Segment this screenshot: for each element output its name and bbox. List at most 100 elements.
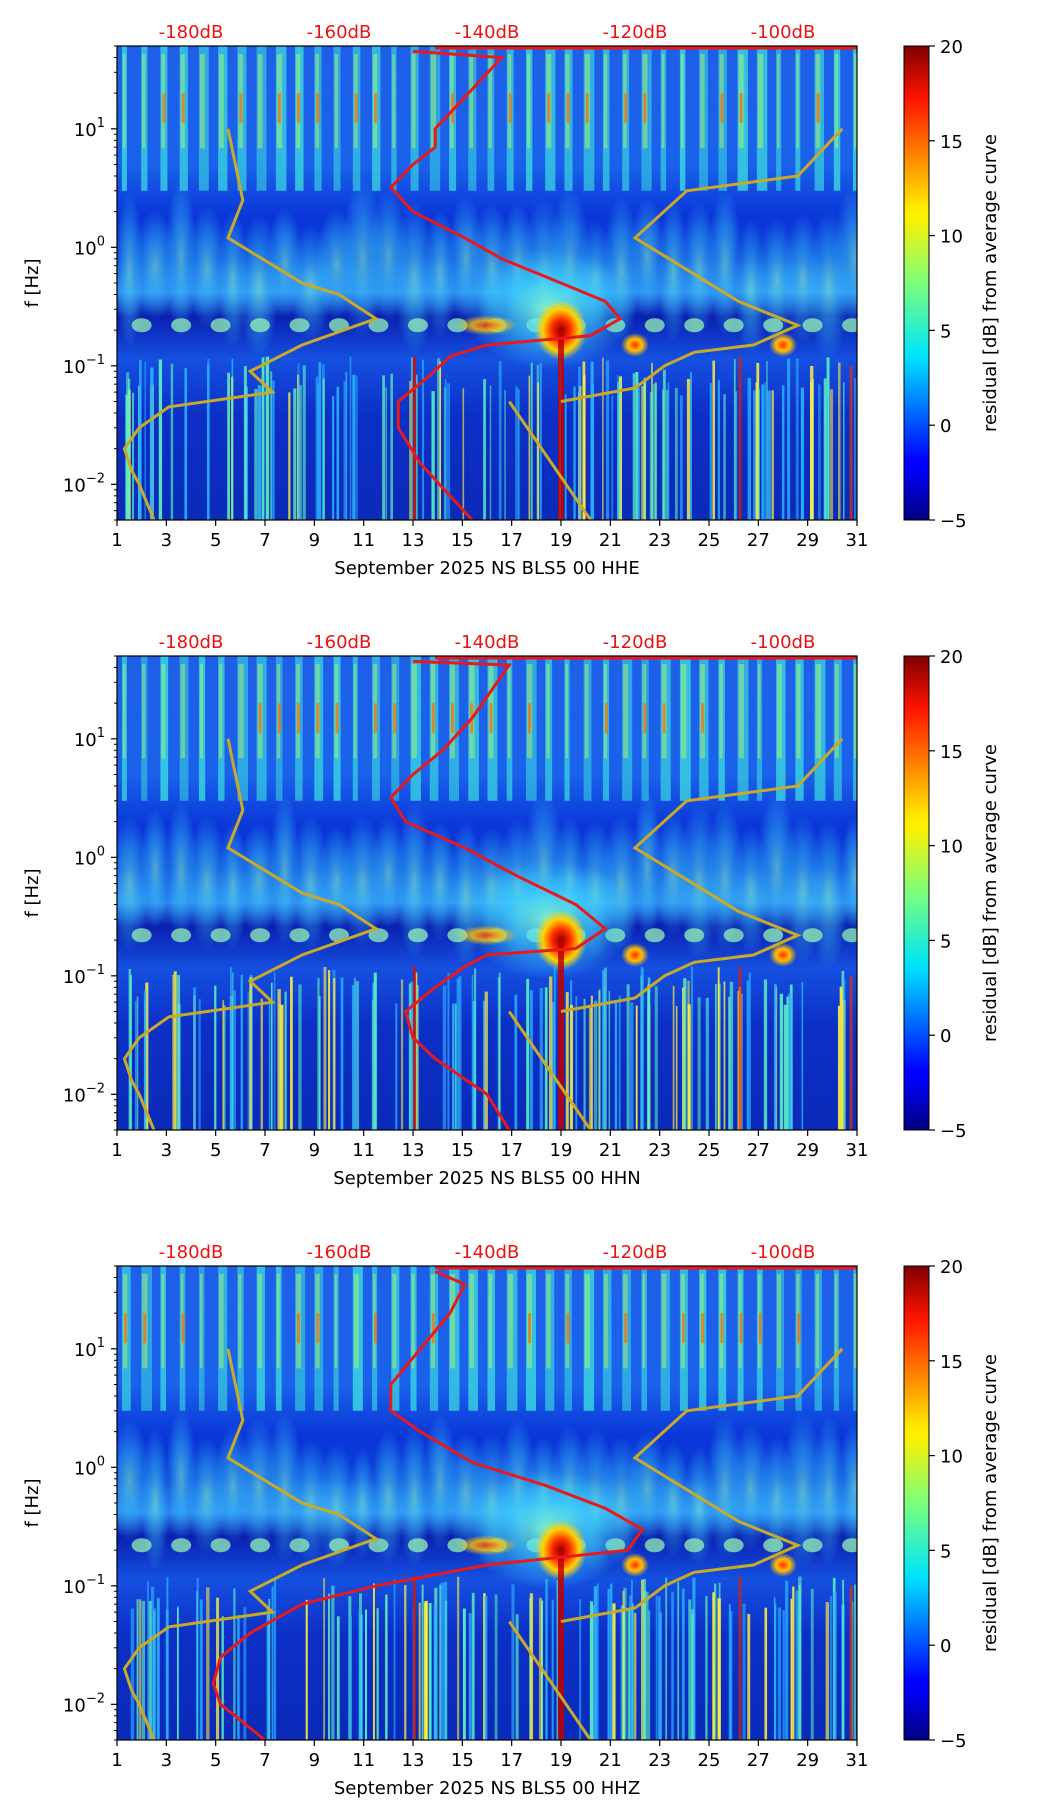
x-tick-label: 21 (599, 530, 622, 551)
x-tick-label: 21 (599, 1750, 622, 1771)
colorbar-tick-label: 10 (940, 1447, 963, 1468)
y-tick-label: 100 (74, 1454, 105, 1479)
x-tick-label: 25 (698, 1750, 721, 1771)
x-tick-label: 1 (111, 1140, 122, 1161)
panel-2: 1 3 5 7 9 11 13 15 17 19 21 23 25 27 29 3110110010−110−… (22, 632, 1001, 1189)
db-scale-label: -160dB (307, 1242, 372, 1263)
y-tick-label: 101 (74, 116, 105, 141)
x-tick-label: 19 (550, 1750, 573, 1771)
x-tick-label: 3 (161, 1750, 172, 1771)
colorbar-label: residual [dB] from average curve (980, 134, 1001, 432)
x-tick-label: 7 (259, 1750, 270, 1771)
y-tick-label: 10−1 (63, 353, 105, 378)
x-tick-label: 13 (402, 1750, 425, 1771)
x-tick-label: 15 (451, 530, 474, 551)
y-tick-label: 100 (74, 234, 105, 259)
low-noise-model-line (122, 128, 380, 520)
colorbar-label: residual [dB] from average curve (980, 744, 1001, 1042)
db-scale-label: -180dB (159, 1242, 224, 1263)
noise-model-diagonal (507, 400, 592, 520)
colorbar-tick-label: 20 (940, 647, 963, 668)
x-tick-label: 31 (846, 1750, 869, 1771)
db-scale-label: -120dB (603, 22, 668, 43)
noise-model-diagonal (507, 1010, 592, 1130)
x-tick-label: 3 (161, 1140, 172, 1161)
y-tick-label: 10−2 (63, 1691, 105, 1716)
high-noise-model-line (560, 1347, 844, 1623)
x-tick-label: 5 (210, 1750, 221, 1771)
x-tick-label: 11 (352, 530, 375, 551)
colorbar-tick-label: −5 (940, 511, 967, 532)
colorbar-tick-label: 0 (940, 1636, 951, 1657)
colorbar-tick-label: 20 (940, 1257, 963, 1278)
x-tick-label: 11 (352, 1750, 375, 1771)
average-psd-line (211, 1270, 645, 1740)
x-tick-label: 27 (747, 530, 770, 551)
x-tick-label: 11 (352, 1140, 375, 1161)
x-tick-label: 29 (796, 1750, 819, 1771)
y-tick-label: 10−1 (63, 963, 105, 988)
x-tick-label: 31 (846, 530, 869, 551)
y-tick-label: 101 (74, 726, 105, 751)
db-scale-label: -160dB (307, 22, 372, 43)
colorbar-label: residual [dB] from average curve (980, 1354, 1001, 1652)
db-scale-label: -100dB (751, 1242, 816, 1263)
x-tick-label: 1 (111, 1750, 122, 1771)
panel-1: 1 3 5 7 9 11 13 15 17 19 21 23 25 27 29 3110110010−110−… (22, 22, 1001, 579)
x-tick-label: 23 (648, 1750, 671, 1771)
x-tick-label: 13 (402, 530, 425, 551)
high-noise-model-line (560, 127, 844, 403)
average-psd-line (388, 659, 608, 1130)
x-tick-label: 29 (796, 1140, 819, 1161)
panel-3: 1 3 5 7 9 11 13 15 17 19 21 23 25 27 29 3110110010−110−… (22, 1242, 1001, 1799)
x-tick-label: 17 (500, 1140, 523, 1161)
colorbar: 20 15 10 5 0 −5 residual [dB] from average cur… (903, 647, 1001, 1142)
y-axis-label: f [Hz] (22, 1478, 43, 1527)
x-tick-label: 9 (309, 1140, 320, 1161)
colorbar-tick-label: 5 (940, 321, 951, 342)
x-tick-label: 19 (550, 530, 573, 551)
x-axis-label: September 2025 NS BLS5 00 HHN (333, 1168, 641, 1189)
spectrogram-heatmap (117, 656, 857, 1130)
db-scale-label: -160dB (307, 632, 372, 653)
x-tick-label: 7 (259, 1140, 270, 1161)
colorbar-tick-label: −5 (940, 1731, 967, 1752)
x-tick-label: 27 (747, 1750, 770, 1771)
x-tick-label: 15 (451, 1140, 474, 1161)
x-axis-label: September 2025 NS BLS5 00 HHE (334, 558, 639, 579)
x-tick-label: 5 (210, 1140, 221, 1161)
x-tick-label: 31 (846, 1140, 869, 1161)
x-tick-label: 13 (402, 1140, 425, 1161)
x-tick-label: 25 (698, 530, 721, 551)
db-scale-label: -180dB (159, 22, 224, 43)
db-scale-label: -120dB (603, 1242, 668, 1263)
colorbar-tick-label: −5 (940, 1121, 967, 1142)
y-tick-label: 100 (74, 844, 105, 869)
y-tick-label: 10−1 (63, 1573, 105, 1598)
x-tick-label: 15 (451, 1750, 474, 1771)
x-tick-label: 19 (550, 1140, 573, 1161)
db-scale-label: -120dB (603, 632, 668, 653)
spectrogram-heatmap (117, 46, 857, 520)
x-tick-label: 17 (500, 530, 523, 551)
colorbar-tick-label: 10 (940, 227, 963, 248)
x-tick-label: 17 (500, 1750, 523, 1771)
db-scale-label: -100dB (751, 22, 816, 43)
colorbar-tick-label: 20 (940, 37, 963, 58)
x-tick-label: 29 (796, 530, 819, 551)
colorbar-tick-label: 15 (940, 132, 963, 153)
average-psd-line (388, 49, 623, 520)
x-tick-label: 25 (698, 1140, 721, 1161)
db-scale-label: -100dB (751, 632, 816, 653)
db-scale-label: -140dB (455, 632, 520, 653)
colorbar-tick-label: 15 (940, 1352, 963, 1373)
x-tick-label: 27 (747, 1140, 770, 1161)
db-scale-label: -140dB (455, 22, 520, 43)
y-tick-label: 101 (74, 1336, 105, 1361)
high-noise-model-line (560, 737, 844, 1013)
colorbar-tick-label: 15 (940, 742, 963, 763)
y-tick-label: 10−2 (63, 1081, 105, 1106)
x-tick-label: 9 (309, 1750, 320, 1771)
colorbar-tick-label: 10 (940, 837, 963, 858)
x-tick-label: 9 (309, 530, 320, 551)
